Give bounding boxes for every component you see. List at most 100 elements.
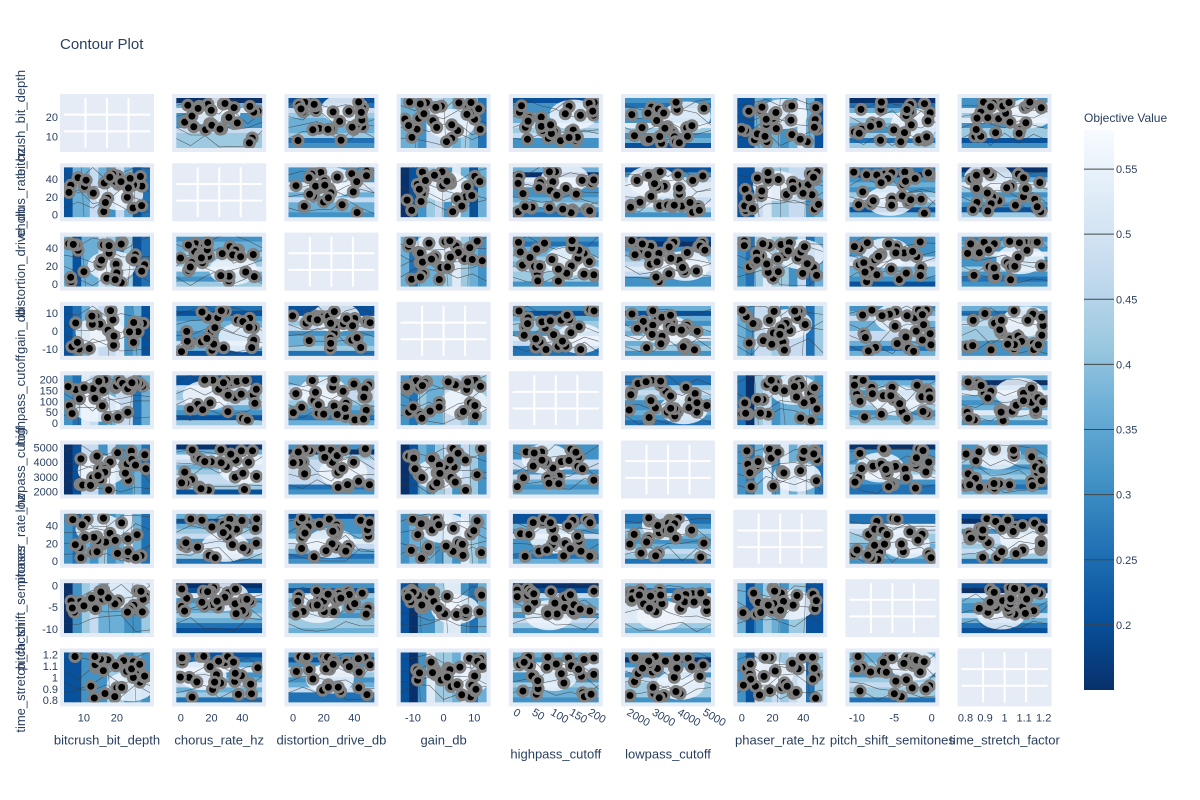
colorbar-tick-label: 0.55 bbox=[1116, 164, 1137, 176]
trial-point bbox=[176, 251, 187, 265]
trial-point bbox=[129, 551, 143, 564]
trial-point bbox=[885, 198, 899, 212]
contour-field bbox=[288, 652, 375, 703]
subplot-pitch_shift_semitones-vs-gain_db bbox=[396, 579, 491, 638]
trial-point bbox=[448, 475, 462, 489]
trial-point bbox=[475, 659, 487, 673]
trial-point bbox=[127, 253, 141, 267]
trial-point bbox=[575, 462, 589, 476]
trial-point bbox=[195, 305, 209, 319]
contour-field bbox=[625, 98, 711, 148]
trial-point bbox=[884, 262, 898, 276]
trial-point bbox=[205, 520, 219, 534]
y-tick-label: 1 bbox=[52, 672, 58, 684]
trial-point bbox=[415, 411, 429, 425]
trial-point bbox=[324, 316, 338, 330]
trial-point bbox=[527, 587, 541, 601]
colorbar-title: Objective Value bbox=[1084, 111, 1167, 125]
contour-field bbox=[64, 236, 150, 287]
trial-point bbox=[221, 388, 235, 402]
trial-point bbox=[194, 251, 208, 265]
x-axis-title: lowpass_cutoff bbox=[625, 746, 711, 761]
trial-point bbox=[806, 672, 820, 686]
trial-point bbox=[654, 588, 668, 602]
y-tick-label: 20 bbox=[46, 538, 58, 550]
trial-point bbox=[1019, 116, 1033, 130]
x-tick-label: 1.1 bbox=[1016, 712, 1031, 724]
trial-point bbox=[455, 199, 469, 213]
trial-point bbox=[74, 452, 88, 466]
trial-point bbox=[104, 305, 117, 318]
trial-point bbox=[334, 133, 348, 147]
trial-point bbox=[552, 477, 566, 491]
trial-point bbox=[65, 601, 79, 615]
trial-point bbox=[359, 607, 373, 621]
trial-point bbox=[415, 552, 428, 564]
trial-point bbox=[354, 105, 368, 119]
trial-point bbox=[239, 375, 253, 387]
trial-point bbox=[201, 585, 215, 599]
contour-field bbox=[512, 98, 599, 148]
trial-point bbox=[786, 182, 800, 196]
trial-point bbox=[974, 379, 988, 392]
subplot-lowpass_cutoff-vs-gain_db bbox=[396, 440, 491, 499]
trial-point bbox=[445, 118, 459, 132]
trial-point bbox=[230, 116, 244, 130]
trial-point bbox=[849, 240, 861, 254]
trial-point bbox=[961, 447, 973, 461]
subplot-time_stretch_factor-vs-lowpass_cutoff bbox=[621, 648, 715, 707]
contour-field bbox=[400, 583, 487, 634]
y-axis-title: lowpass_cutoff bbox=[13, 426, 28, 512]
trial-point bbox=[352, 474, 366, 488]
trial-point bbox=[1021, 313, 1035, 327]
trial-point bbox=[563, 542, 577, 556]
trial-point bbox=[809, 594, 823, 608]
trial-point bbox=[472, 102, 486, 116]
trial-point bbox=[134, 584, 148, 598]
subplot-gain_db-vs-time_stretch_factor bbox=[957, 301, 1052, 360]
trial-point bbox=[851, 652, 865, 663]
trial-point bbox=[240, 592, 254, 606]
subplot-time_stretch_factor-vs-bitcrush_bit_depth bbox=[60, 648, 154, 707]
trial-point bbox=[669, 685, 683, 698]
colorbar-tick-label: 0.25 bbox=[1116, 555, 1137, 567]
trial-point bbox=[861, 548, 875, 562]
trial-point bbox=[887, 123, 901, 137]
trial-point bbox=[529, 332, 543, 346]
trial-point bbox=[214, 305, 228, 318]
trial-point bbox=[899, 471, 913, 485]
trial-point bbox=[989, 126, 1003, 140]
trial-point bbox=[87, 691, 101, 703]
trial-point bbox=[899, 174, 912, 188]
subplot-distortion_drive_db-vs-chorus_rate_hz bbox=[172, 232, 267, 291]
contour-field bbox=[64, 513, 150, 564]
trial-point bbox=[634, 546, 648, 560]
trial-point bbox=[298, 467, 312, 481]
trial-point bbox=[95, 399, 109, 413]
trial-point bbox=[746, 202, 759, 215]
trial-point bbox=[763, 684, 777, 698]
trial-point bbox=[540, 660, 554, 674]
trial-point bbox=[909, 481, 922, 495]
trial-point bbox=[914, 192, 928, 206]
trial-point bbox=[750, 392, 764, 406]
x-tick-label: 2000 bbox=[625, 707, 652, 730]
subplot-time_stretch_factor-vs-chorus_rate_hz bbox=[172, 648, 267, 707]
trial-point bbox=[342, 660, 356, 674]
trial-point bbox=[747, 586, 761, 600]
trial-point bbox=[686, 174, 700, 187]
trial-point bbox=[905, 681, 919, 695]
trial-point bbox=[967, 268, 981, 282]
trial-point bbox=[1008, 198, 1022, 212]
trial-point bbox=[227, 655, 240, 669]
trial-point bbox=[625, 403, 636, 417]
trial-point bbox=[217, 341, 231, 355]
trial-point bbox=[548, 596, 562, 610]
trial-point bbox=[855, 462, 868, 475]
trial-point bbox=[571, 529, 585, 543]
trial-point bbox=[876, 444, 890, 456]
trial-point bbox=[880, 528, 894, 541]
trial-point bbox=[690, 324, 704, 338]
trial-point bbox=[742, 336, 756, 350]
trial-point bbox=[305, 375, 319, 387]
